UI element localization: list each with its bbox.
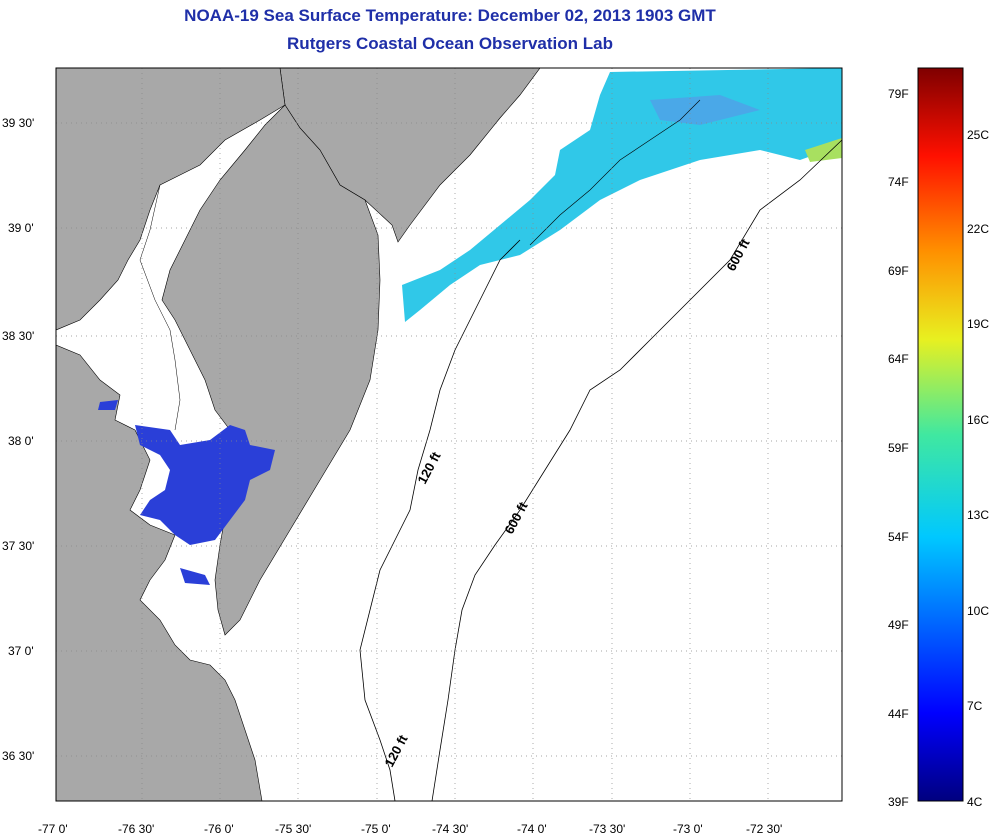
lon-label: -76 0' <box>204 822 234 836</box>
lat-label: 39 30' <box>2 116 34 130</box>
lon-label: -76 30' <box>118 822 154 836</box>
colorbar-c-label: 25C <box>967 128 989 142</box>
lat-label: 37 0' <box>8 644 34 658</box>
lon-label: -73 0' <box>673 822 703 836</box>
colorbar-f-label: 64F <box>888 352 909 366</box>
sst-offshore-band <box>402 68 842 322</box>
colorbar-f-label: 44F <box>888 707 909 721</box>
colorbar-f-label: 54F <box>888 530 909 544</box>
lat-label: 38 30' <box>2 329 34 343</box>
land-virginia <box>56 344 263 801</box>
lon-label: -73 30' <box>589 822 625 836</box>
colorbar-c-label: 4C <box>967 795 983 809</box>
colorbar-f-label: 39F <box>888 795 909 809</box>
colorbar-c-label: 13C <box>967 508 989 522</box>
colorbar-f-label: 59F <box>888 441 909 455</box>
colorbar-c-label: 10C <box>967 604 989 618</box>
lon-label: -72 30' <box>746 822 782 836</box>
lat-label: 37 30' <box>2 539 34 553</box>
lon-label: -74 0' <box>517 822 547 836</box>
colorbar-gradient <box>917 67 964 802</box>
land-delmarva <box>161 104 381 636</box>
lon-label: -75 30' <box>275 822 311 836</box>
contour-120ft <box>359 239 521 801</box>
map-title: NOAA-19 Sea Surface Temperature: Decembe… <box>184 6 716 25</box>
colorbar-c-label: 19C <box>967 317 989 331</box>
colorbar-f-label: 69F <box>888 264 909 278</box>
lat-label: 39 0' <box>8 221 34 235</box>
colorbar-c-label: 7C <box>967 699 983 713</box>
colorbar-c-label: 16C <box>967 413 989 427</box>
land-western-shore <box>56 68 286 331</box>
colorbar-c-label: 22C <box>967 222 989 236</box>
lon-label: -74 30' <box>432 822 468 836</box>
lat-label: 36 30' <box>2 749 34 763</box>
sst-chesapeake-cold <box>135 425 275 545</box>
colorbar-f-label: 74F <box>888 175 909 189</box>
colorbar-f-label: 79F <box>888 87 909 101</box>
lon-label: -77 0' <box>38 822 68 836</box>
contour-600ft <box>431 139 842 801</box>
colorbar-f-label: 49F <box>888 618 909 632</box>
lon-label: -75 0' <box>361 822 391 836</box>
lat-label: 38 0' <box>8 434 34 448</box>
map-subtitle: Rutgers Coastal Ocean Observation Lab <box>287 34 613 53</box>
